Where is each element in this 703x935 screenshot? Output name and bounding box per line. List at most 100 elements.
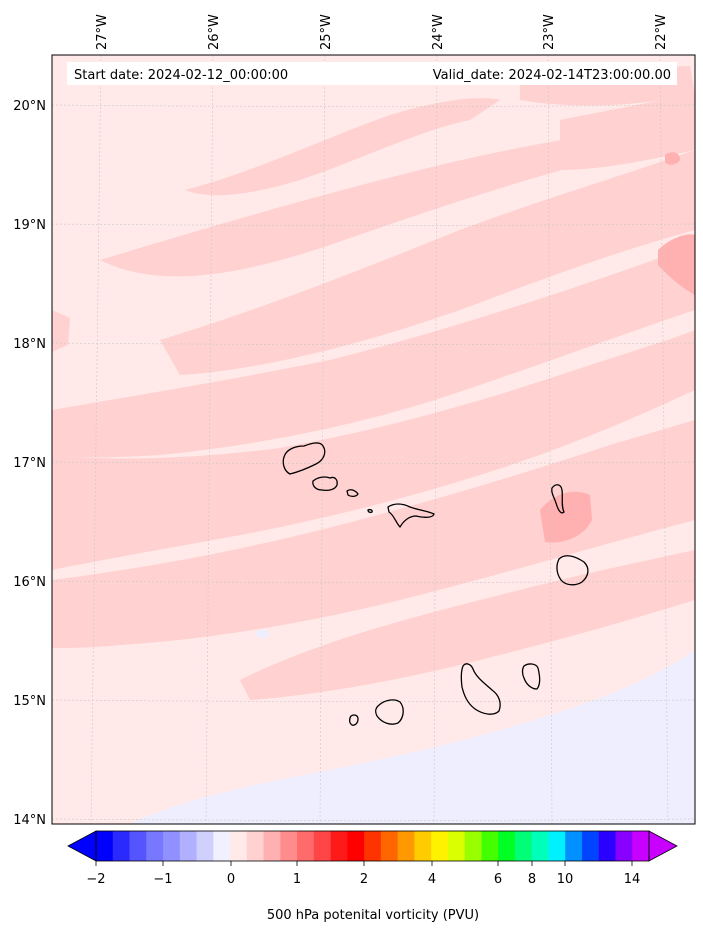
- longitude-tick-label: 22°W: [654, 14, 669, 50]
- pv-negative-patch: [255, 629, 270, 638]
- colorbar-tick-label: 8: [528, 872, 536, 887]
- date-info-background: [67, 62, 677, 85]
- parallel-line: [52, 223, 695, 226]
- meridian-line: [547, 55, 553, 824]
- parallel-line: [52, 104, 695, 107]
- colorbar-segment: [431, 831, 449, 861]
- pv-strong-patch: [658, 234, 695, 295]
- meridian-line: [659, 55, 669, 824]
- pv-band: [185, 98, 500, 196]
- longitude-tick-label: 24°W: [431, 14, 446, 50]
- parallel-line: [52, 342, 695, 345]
- colorbar-tick-label: −2: [86, 872, 105, 887]
- colorbar-segment: [213, 831, 231, 861]
- island-sao-nicolau: [387, 503, 435, 528]
- start-date-label: Start date: 2024-02-12_00:00:00: [74, 68, 288, 83]
- latitude-tick-label: 16°N: [13, 575, 46, 590]
- island-sal: [551, 484, 565, 514]
- colorbar-segment: [632, 831, 650, 861]
- meridian-line: [433, 55, 438, 824]
- latitude-tick-label: 17°N: [13, 456, 46, 471]
- colorbar-segment: [330, 831, 348, 861]
- pv-negative-patch: [130, 650, 695, 824]
- colorbar-segment: [481, 831, 499, 861]
- map-frame: [51, 54, 696, 825]
- latitude-tick-labels: 20°N 19°N 18°N 17°N 16°N 15°N 14°N: [13, 99, 46, 828]
- longitude-tick-label: 23°W: [542, 14, 557, 50]
- colorbar-segment: [347, 831, 365, 861]
- island-maio: [521, 663, 541, 690]
- colorbar-frame: [95, 830, 650, 862]
- colorbar-tick-label: 14: [624, 872, 641, 887]
- island-santiago: [460, 663, 501, 715]
- colorbar-segment: [146, 831, 164, 861]
- colorbar-tick-label: 0: [227, 872, 235, 887]
- colorbar-segment: [581, 831, 600, 861]
- colorbar-segment: [163, 831, 181, 861]
- meridian-line: [319, 55, 326, 824]
- colorbar-segment: [380, 831, 399, 861]
- pv-contour-bands: [52, 66, 695, 700]
- colorbar-segment: [397, 831, 415, 861]
- colorbar-segment: [129, 831, 147, 861]
- pv-band: [100, 130, 620, 277]
- colorbar-tick-label: −1: [153, 872, 172, 887]
- colorbar-segment: [112, 831, 131, 861]
- colorbar-segment: [96, 831, 114, 861]
- colorbar-segment: [179, 831, 198, 861]
- date-info-box: Start date: 2024-02-12_00:00:00 Valid_da…: [67, 62, 677, 85]
- colorbar-segment: [565, 831, 583, 861]
- valid-date-label: Valid_date: 2024-02-14T23:00:00.00: [433, 68, 671, 83]
- colorbar-segment: [447, 831, 466, 861]
- coastlines: [282, 442, 589, 726]
- pv-band: [160, 150, 695, 375]
- colorbar-segment: [598, 831, 616, 861]
- pv-strong-patch: [665, 152, 680, 165]
- parallel-line: [52, 818, 695, 821]
- colorbar-segment: [464, 831, 482, 861]
- colorbar-segment: [615, 831, 633, 861]
- colorbar-tick-label: 10: [557, 872, 574, 887]
- pv-band: [52, 330, 695, 570]
- latitude-tick-label: 20°N: [13, 99, 46, 114]
- colorbar-segment: [246, 831, 265, 861]
- island-sao-vicente: [312, 476, 338, 491]
- graticule: [52, 55, 695, 824]
- colorbar-tick-label: 4: [428, 872, 436, 887]
- colorbar-segment: [196, 831, 214, 861]
- colorbar-tick-label: 1: [293, 872, 301, 887]
- meridian-line: [205, 55, 214, 824]
- latitude-tick-label: 15°N: [13, 694, 46, 709]
- pv-band: [52, 420, 695, 648]
- colorbar-segment: [548, 831, 566, 861]
- island-boa-vista: [556, 555, 589, 586]
- meridian-line: [90, 55, 102, 824]
- island-santa-luzia: [346, 489, 359, 498]
- colorbar-title: 500 hPa potenital vorticity (PVU): [267, 908, 479, 923]
- island-brava: [348, 714, 359, 726]
- longitude-tick-label: 27°W: [95, 14, 110, 50]
- colorbar-max-extend-arrow: [648, 830, 678, 862]
- colorbar-segment: [364, 831, 382, 861]
- longitude-tick-label: 26°W: [207, 14, 222, 50]
- pv-band: [52, 245, 695, 458]
- longitude-tick-labels: 27°W 26°W 25°W 24°W 23°W 22°W: [95, 14, 669, 50]
- pv-strong-patches: [540, 152, 695, 543]
- pv-strong-patch: [540, 491, 592, 543]
- latitude-tick-label: 19°N: [13, 218, 46, 233]
- colorbar-segment: [230, 831, 248, 861]
- colorbar: −2 −1 0 1 2 4 6 8 10 14 500 hPa potenital vortici…: [67, 830, 678, 923]
- parallel-line: [52, 461, 695, 464]
- colorbar-segment: [531, 831, 549, 861]
- colorbar-segment: [313, 831, 332, 861]
- colorbar-segment: [498, 831, 516, 861]
- map-area: [52, 55, 695, 824]
- latitude-tick-label: 18°N: [13, 337, 46, 352]
- parallel-line: [52, 699, 695, 702]
- island-santo-antao: [282, 442, 326, 475]
- pv-band: [52, 310, 70, 352]
- colorbar-segment: [280, 831, 298, 861]
- colorbar-min-extend-arrow: [67, 830, 97, 862]
- island-fogo: [374, 699, 404, 725]
